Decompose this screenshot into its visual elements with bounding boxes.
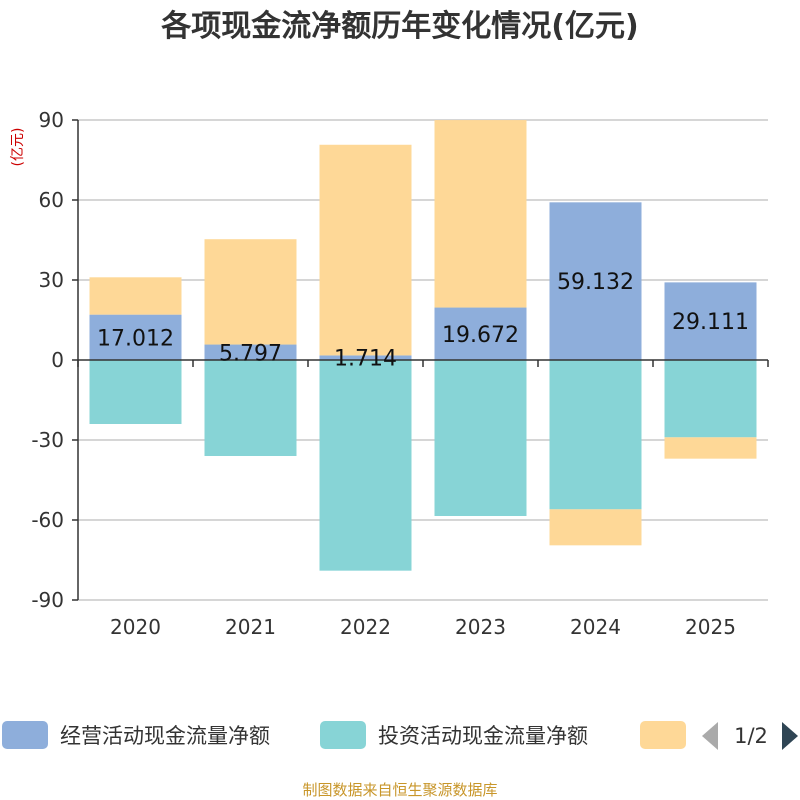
bar-segment xyxy=(664,282,757,360)
legend: 经营活动现金流量净额 投资活动现金流量净额 xyxy=(2,721,686,749)
data-source: 制图数据来自恒生聚源数据库 xyxy=(302,781,497,799)
legend-label[interactable]: 投资活动现金流量净额 xyxy=(378,724,588,748)
data-label: 5.797 xyxy=(219,341,282,366)
legend-next-icon[interactable] xyxy=(782,722,798,750)
data-labels: 17.012 5.797 1.714 19.672 59.132 29.111 xyxy=(97,270,749,372)
x-tick-label: 2022 xyxy=(340,615,391,639)
x-axis-ticks: 2020 2021 2022 2023 2024 2025 xyxy=(110,615,736,639)
legend-swatch[interactable] xyxy=(2,721,48,749)
y-tick-label: 90 xyxy=(39,108,64,132)
data-label: 19.672 xyxy=(442,323,519,348)
x-tick-label: 2021 xyxy=(225,615,276,639)
legend-page-indicator: 1/2 xyxy=(734,724,768,748)
y-axis-ticks: 90 60 30 0 -30 -60 -90 xyxy=(31,108,78,612)
bar-segment xyxy=(319,355,412,360)
bar-segment xyxy=(549,202,642,360)
y-tick-label: -90 xyxy=(31,588,64,612)
y-tick-label: 60 xyxy=(39,188,64,212)
bar-segment xyxy=(434,360,527,516)
bar-segment xyxy=(434,307,527,360)
bar-segment xyxy=(434,120,527,308)
x-tick-label: 2024 xyxy=(570,615,621,639)
bar-segment xyxy=(89,277,182,315)
bars xyxy=(89,120,757,571)
bar-segment xyxy=(204,239,297,345)
y-tick-label: 0 xyxy=(51,348,64,372)
bar-segment xyxy=(89,360,182,424)
data-label: 59.132 xyxy=(557,270,634,295)
bar-segment xyxy=(319,144,412,356)
data-label: 29.111 xyxy=(672,310,749,335)
y-tick-label: -60 xyxy=(31,508,64,532)
bar-segment xyxy=(204,360,297,456)
bar-segment xyxy=(204,344,297,360)
legend-swatch[interactable] xyxy=(320,721,366,749)
legend-prev-icon[interactable] xyxy=(702,722,718,750)
y-axis-unit: (亿元) xyxy=(10,128,26,167)
axes xyxy=(77,120,769,600)
bar-segment xyxy=(89,314,182,360)
gridlines xyxy=(78,119,768,601)
data-label: 17.012 xyxy=(97,326,174,351)
y-tick-label: -30 xyxy=(31,428,64,452)
x-tick-label: 2020 xyxy=(110,615,161,639)
legend-label[interactable]: 经营活动现金流量净额 xyxy=(60,724,270,748)
legend-pager: 1/2 xyxy=(702,722,798,750)
bar-segment xyxy=(319,360,412,571)
bar-segment xyxy=(549,360,642,510)
data-label: 1.714 xyxy=(334,347,397,372)
bar-segment xyxy=(664,360,757,438)
x-tick-label: 2023 xyxy=(455,615,506,639)
bar-segment xyxy=(549,509,642,546)
bar-segment xyxy=(664,437,757,459)
y-tick-label: 30 xyxy=(39,268,64,292)
legend-swatch[interactable] xyxy=(640,721,686,749)
x-tick-label: 2025 xyxy=(685,615,736,639)
chart-title: 各项现金流净额历年变化情况(亿元) xyxy=(160,9,638,44)
